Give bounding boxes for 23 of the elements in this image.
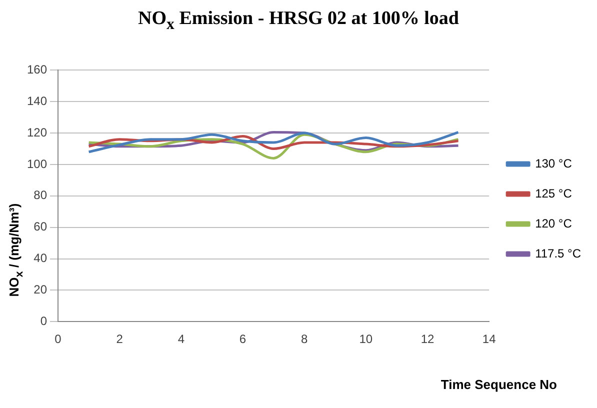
x-tick-label: 10 [359,332,373,346]
y-tick-label: 140 [26,94,48,108]
y-tick-label: 20 [34,282,48,296]
y-tick-label: 60 [34,220,48,234]
x-tick-label: 4 [178,332,185,346]
x-tick-label: 12 [420,332,434,346]
y-tick-label: 40 [34,251,48,266]
y-tick-label: 120 [26,125,48,140]
x-tick-label: 2 [116,332,124,346]
x-axis-title: Time Sequence No [440,377,557,392]
y-tick-label: 0 [40,314,48,328]
legend-label: 120 °C [535,216,572,230]
chart-title: NO$_{x}$ Emission - HRSG 02 at 100% load [137,8,460,34]
legend-label: 130 °C [535,156,572,170]
y-tick-label: 160 [26,62,48,77]
x-tick-label: 14 [482,332,496,346]
y-tick-label: 80 [34,188,48,202]
x-tick-label: 6 [239,332,246,346]
legend-label: 125 °C [535,186,572,200]
x-tick-label: 8 [300,332,308,346]
y-tick-label: 100 [26,156,48,171]
x-tick-label: 0 [54,332,62,346]
legend-label: 117.5 °C [535,246,582,260]
